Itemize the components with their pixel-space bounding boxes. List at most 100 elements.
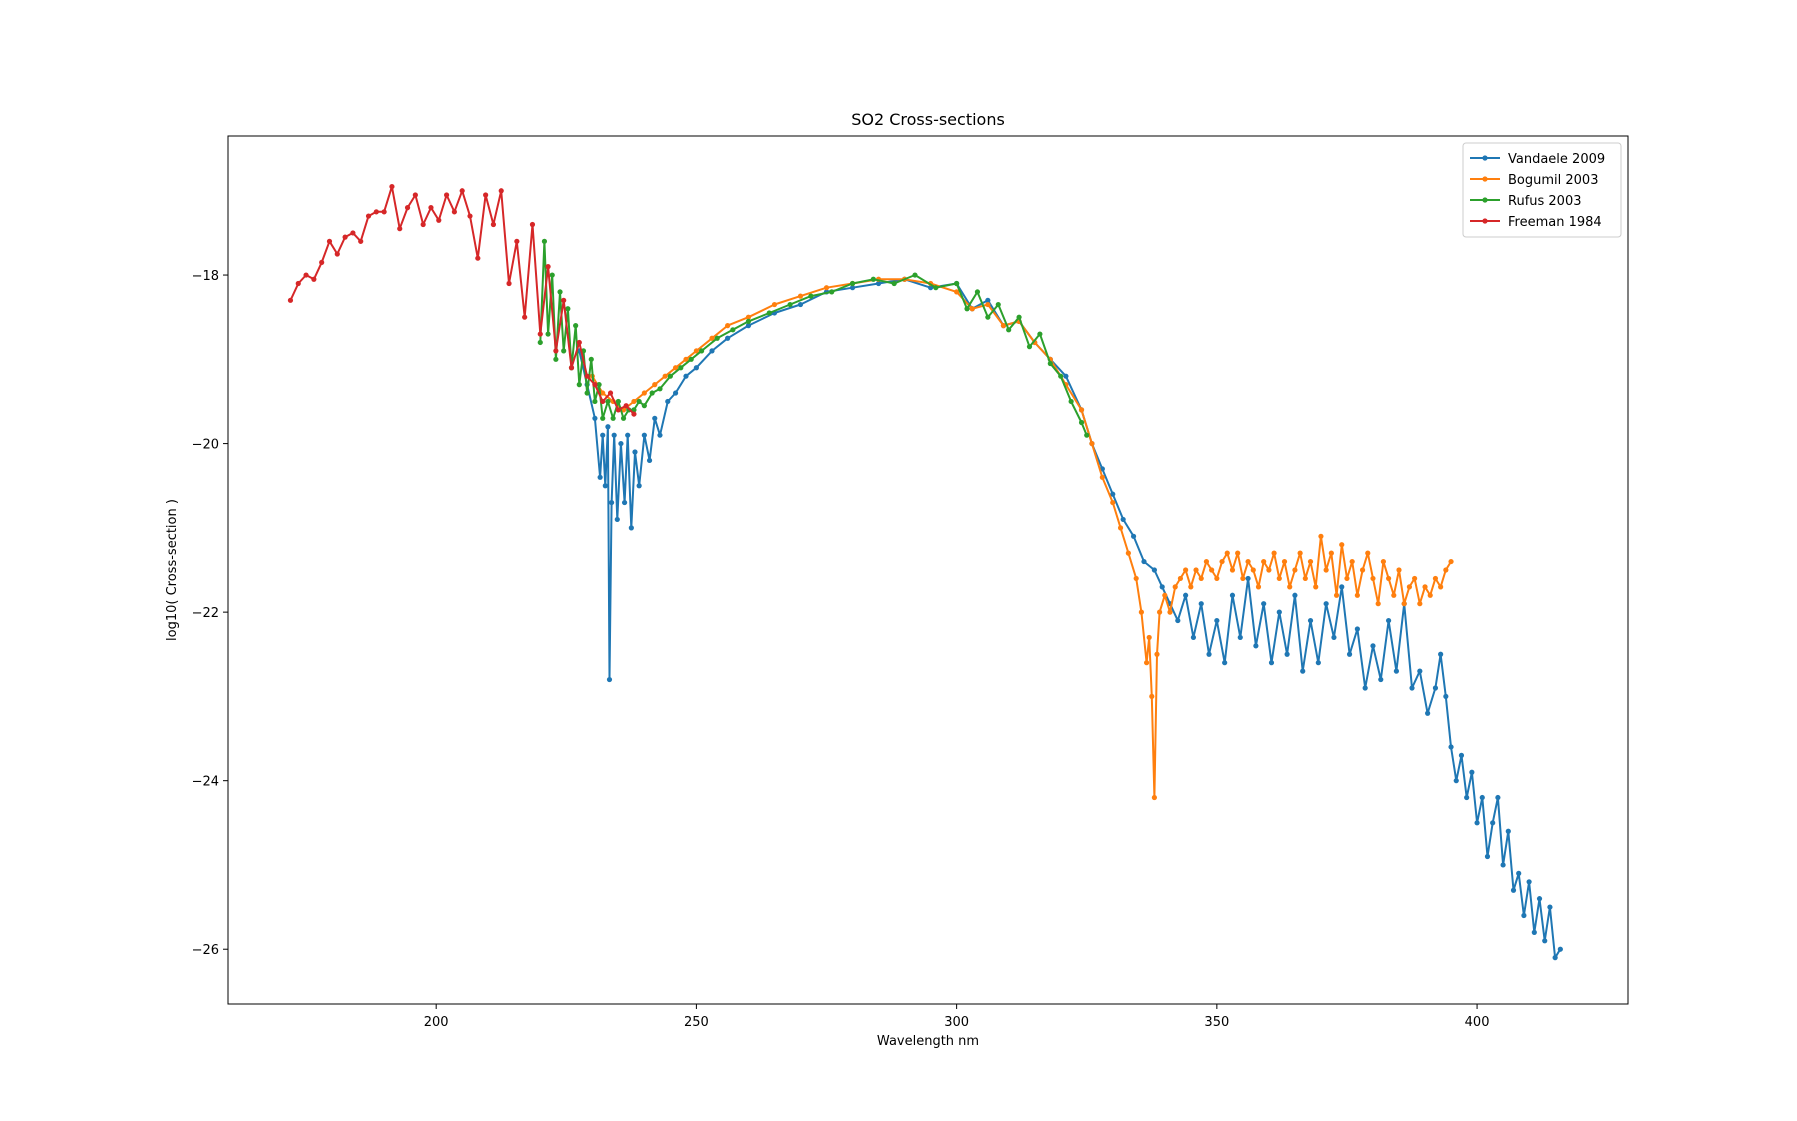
data-point xyxy=(1323,567,1329,573)
legend: Vandaele 2009 Bogumil 2003 Rufus 2003 Freem… xyxy=(1462,142,1622,238)
data-point xyxy=(620,415,627,421)
data-point xyxy=(985,314,991,320)
data-point xyxy=(1297,550,1303,556)
data-point xyxy=(693,348,700,354)
legend-label: Vandaele 2009 xyxy=(1508,152,1605,167)
data-point xyxy=(1443,693,1449,700)
data-point xyxy=(1328,550,1334,556)
data-point xyxy=(1063,373,1069,379)
data-point xyxy=(1344,575,1350,582)
data-point xyxy=(667,373,673,379)
data-point xyxy=(522,314,528,320)
data-point xyxy=(745,314,752,320)
data-point xyxy=(1110,491,1116,497)
data-point xyxy=(397,226,403,232)
data-point xyxy=(1365,550,1371,556)
data-point xyxy=(467,213,473,219)
data-point xyxy=(1240,575,1246,582)
data-point xyxy=(1401,601,1407,607)
data-point xyxy=(1349,558,1355,565)
data-point xyxy=(1354,592,1360,598)
data-point xyxy=(592,398,598,405)
data-point xyxy=(428,205,434,211)
data-point xyxy=(672,365,679,371)
legend-swatch-marker xyxy=(1482,155,1488,161)
data-point xyxy=(1162,592,1168,598)
data-point xyxy=(584,373,590,379)
data-point xyxy=(1412,575,1418,582)
data-point xyxy=(1505,828,1511,834)
data-point xyxy=(1557,946,1563,952)
data-point xyxy=(483,192,489,198)
x-tick-label: 300 xyxy=(944,1015,969,1030)
data-point xyxy=(1214,617,1220,624)
data-point xyxy=(1453,778,1459,784)
data-point xyxy=(1510,887,1517,893)
data-point xyxy=(954,289,960,295)
data-point xyxy=(436,217,442,223)
data-point xyxy=(389,183,395,190)
data-point xyxy=(1099,474,1105,480)
data-point xyxy=(636,483,642,489)
data-point xyxy=(311,276,317,282)
data-point xyxy=(573,323,579,329)
data-point xyxy=(615,398,621,405)
data-point xyxy=(657,432,663,438)
data-point xyxy=(1151,567,1157,573)
data-point xyxy=(641,390,647,396)
data-point xyxy=(611,432,617,438)
legend-label: Rufus 2003 xyxy=(1508,194,1582,209)
data-point xyxy=(1268,660,1275,666)
series-vandaele-2009 xyxy=(576,276,1563,961)
data-point xyxy=(1253,643,1259,649)
data-point xyxy=(1198,575,1204,582)
series-rufus-2003 xyxy=(537,238,1090,438)
data-point xyxy=(1229,567,1236,573)
data-point xyxy=(1198,601,1204,607)
data-point xyxy=(1156,609,1163,615)
data-point xyxy=(1516,870,1522,876)
series-line xyxy=(539,240,1088,436)
data-point xyxy=(584,390,590,396)
data-point xyxy=(553,356,559,362)
data-point xyxy=(1292,592,1298,598)
data-point xyxy=(1154,651,1160,657)
data-point xyxy=(605,398,611,405)
data-point xyxy=(797,301,804,308)
data-point xyxy=(1261,601,1267,607)
data-point xyxy=(1542,938,1548,944)
data-point xyxy=(1536,896,1543,902)
data-point xyxy=(1167,609,1173,615)
data-point xyxy=(1287,584,1293,590)
data-point xyxy=(537,331,543,337)
y-axis-title: log10( Cross-section ) xyxy=(165,499,180,641)
data-point xyxy=(1235,550,1241,556)
data-point xyxy=(1224,550,1230,556)
data-point xyxy=(1362,685,1368,691)
data-point xyxy=(561,297,567,303)
data-point xyxy=(606,676,613,683)
data-point xyxy=(1078,419,1085,426)
data-point xyxy=(1172,584,1178,590)
data-point xyxy=(545,264,551,270)
data-point xyxy=(745,318,752,324)
data-point xyxy=(1130,533,1137,539)
data-point xyxy=(342,234,348,240)
data-point xyxy=(412,192,418,198)
data-point xyxy=(1318,533,1324,539)
data-point xyxy=(771,301,778,308)
data-point xyxy=(632,449,638,455)
data-point xyxy=(969,306,975,312)
data-point xyxy=(1393,668,1400,674)
data-point xyxy=(334,251,340,257)
data-point xyxy=(1307,558,1314,565)
data-point xyxy=(1531,929,1537,935)
data-point xyxy=(631,398,637,405)
data-point xyxy=(1307,617,1314,624)
data-point xyxy=(1479,794,1485,801)
data-point xyxy=(1203,558,1210,565)
data-point xyxy=(891,280,897,287)
data-point xyxy=(688,356,694,362)
data-point xyxy=(1047,360,1053,367)
x-axis: 200 250 300 350 400 xyxy=(424,1004,1489,1030)
